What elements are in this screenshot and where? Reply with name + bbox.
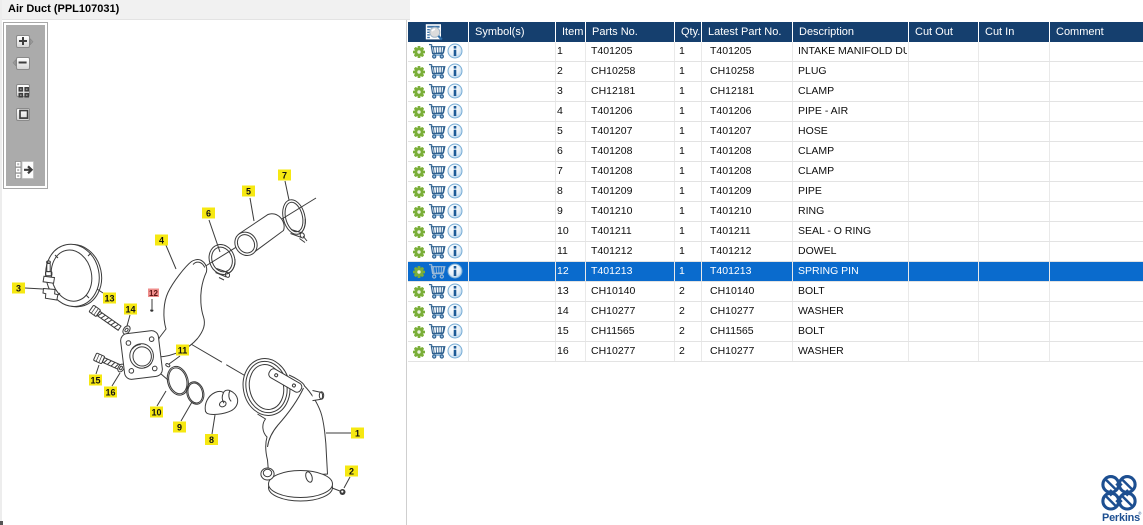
svg-text:6: 6 xyxy=(206,209,211,219)
svg-text:11: 11 xyxy=(178,346,188,356)
svg-text:8: 8 xyxy=(209,435,214,445)
svg-text:2: 2 xyxy=(349,467,354,477)
svg-text:15: 15 xyxy=(90,376,100,386)
svg-text:9: 9 xyxy=(177,423,182,433)
svg-text:13: 13 xyxy=(104,294,114,304)
svg-text:4: 4 xyxy=(159,236,164,246)
svg-text:10: 10 xyxy=(151,408,161,418)
svg-text:1: 1 xyxy=(355,429,360,439)
svg-text:12: 12 xyxy=(149,289,158,298)
svg-text:Perkins: Perkins xyxy=(1102,512,1140,524)
svg-text:®: ® xyxy=(1138,511,1142,516)
svg-text:5: 5 xyxy=(246,187,251,197)
svg-text:7: 7 xyxy=(282,171,287,181)
svg-text:16: 16 xyxy=(105,388,115,398)
svg-text:14: 14 xyxy=(125,305,135,315)
svg-text:3: 3 xyxy=(16,284,21,294)
